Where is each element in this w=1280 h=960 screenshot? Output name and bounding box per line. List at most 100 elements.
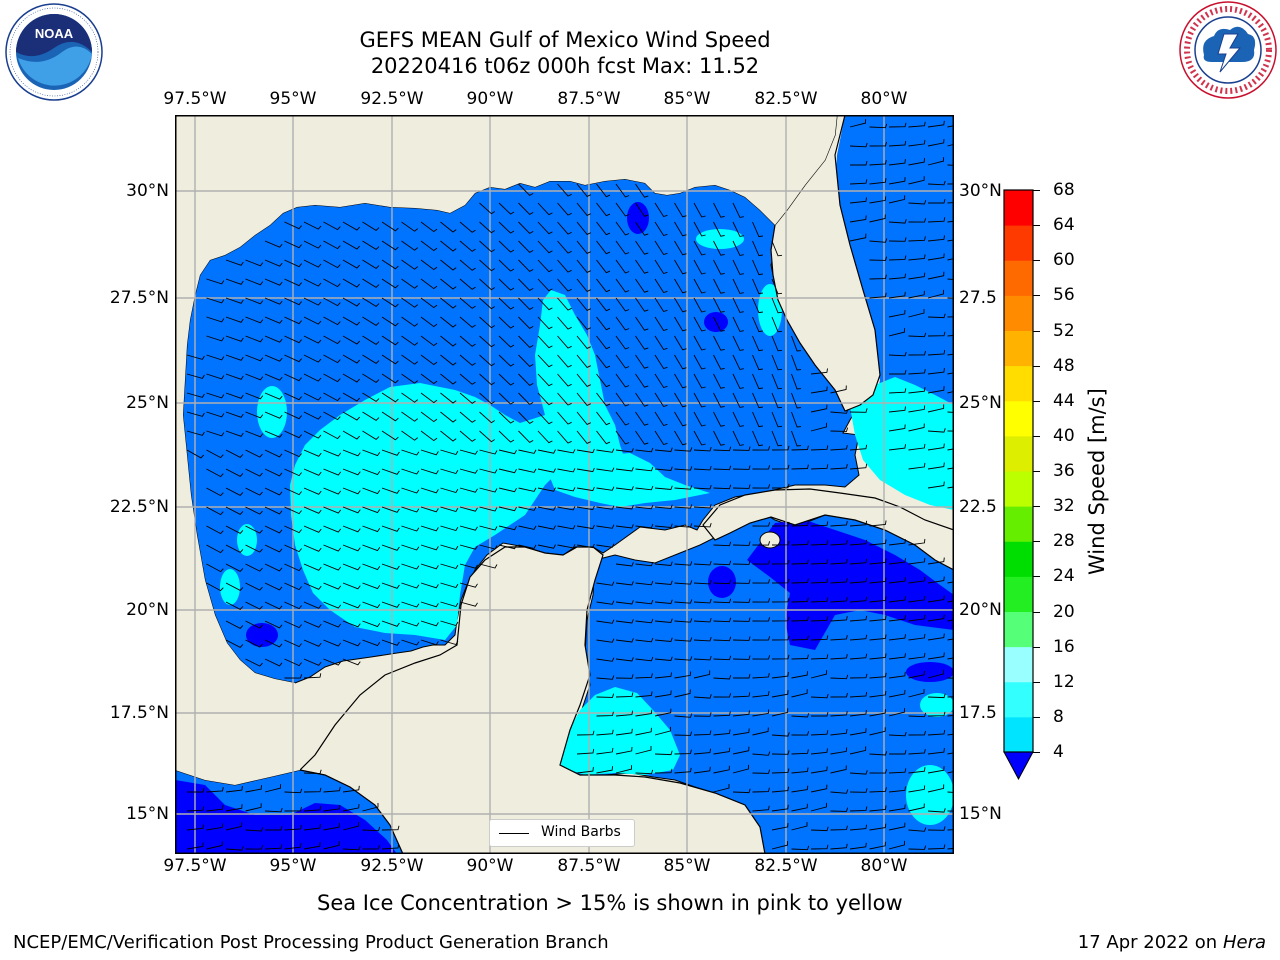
wind-barb <box>849 788 868 793</box>
wind-barb <box>732 316 744 332</box>
wind-barb <box>303 297 322 306</box>
wind-barb <box>381 487 400 494</box>
wind-barb <box>869 751 888 756</box>
wind-barb <box>850 160 868 166</box>
wind-barb <box>752 709 770 717</box>
wind-barb <box>771 464 790 470</box>
wind-barb <box>206 278 225 285</box>
wind-barb <box>849 463 868 470</box>
wind-barb <box>615 467 634 472</box>
wind-barb <box>401 620 420 627</box>
colorbar-tick <box>1033 225 1040 227</box>
wind-barb <box>342 468 361 476</box>
wind-barb <box>713 316 725 332</box>
wind-barb <box>615 657 634 662</box>
wind-barb <box>284 468 302 477</box>
wind-barb <box>576 316 591 330</box>
wind-barb <box>225 544 244 553</box>
wind-barb <box>830 729 848 736</box>
colorbar-level-label: 64 <box>1053 215 1075 236</box>
colorbar-step <box>1004 471 1033 507</box>
wind-barb <box>713 446 732 452</box>
wind-barb <box>927 711 946 717</box>
wind-barb <box>440 240 457 252</box>
wind-barb <box>908 462 926 470</box>
wind-barb <box>810 802 827 812</box>
lat-tick-left: 20°N <box>126 600 169 620</box>
colorbar-tick <box>1033 716 1040 718</box>
wind-barb <box>303 373 322 382</box>
wind-barb <box>674 316 687 332</box>
wind-barb <box>635 727 652 736</box>
wind-barb <box>459 506 478 512</box>
wind-barb <box>615 448 634 453</box>
wind-barb <box>791 767 809 774</box>
wind-barb <box>303 601 322 609</box>
wind-barb <box>206 525 224 535</box>
wind-barb <box>245 658 263 667</box>
wind-barb <box>557 183 572 197</box>
lat-tick-right: 30°N <box>959 181 1002 201</box>
wind-barb <box>693 730 712 736</box>
wind-barb <box>888 195 906 204</box>
wind-barb <box>713 711 731 717</box>
wind-barb <box>693 316 706 332</box>
wind-barb <box>713 693 732 698</box>
wind-barb <box>225 392 244 399</box>
wind-barb <box>810 654 829 660</box>
colorbar-level-label: 12 <box>1053 671 1075 692</box>
wind-barb <box>245 601 263 610</box>
wind-barb <box>693 278 706 294</box>
wind-barbs <box>186 119 954 851</box>
wind-barb <box>791 392 802 409</box>
wind-barb <box>498 373 515 386</box>
lon-tick-top: 97.5°W <box>163 89 227 109</box>
wind-barb <box>849 596 868 603</box>
wind-barb <box>401 525 420 532</box>
wind-barb <box>362 449 381 457</box>
wind-barb <box>927 313 946 319</box>
wind-barb <box>440 392 457 404</box>
wind-barb <box>810 445 829 451</box>
wind-barb <box>869 653 887 660</box>
wind-barb <box>420 582 439 589</box>
wind-barb <box>654 202 668 218</box>
wind-barb <box>459 316 476 328</box>
wind-barb <box>479 525 498 531</box>
wind-barb <box>401 601 420 608</box>
wind-barb <box>654 335 668 351</box>
wind-barb <box>693 240 706 256</box>
wind-barb <box>518 544 537 549</box>
wind-barb <box>674 561 693 566</box>
wind-barb <box>245 297 264 305</box>
wind-barb <box>518 316 534 329</box>
wind-barb <box>225 411 244 418</box>
wind-barb <box>771 373 783 390</box>
wind-barb <box>888 671 906 679</box>
wind-barb <box>264 658 283 667</box>
wind-barb <box>381 620 400 627</box>
wind-barb <box>732 221 744 237</box>
wind-barb <box>596 524 615 529</box>
wind-barb <box>693 617 712 623</box>
wind-barb <box>245 468 263 477</box>
wind-barb <box>596 657 615 662</box>
wind-barb <box>498 544 517 550</box>
wind-barb <box>284 843 302 850</box>
wind-barb <box>420 411 438 423</box>
wind-barb <box>927 808 946 813</box>
wind-barb <box>791 464 809 470</box>
wind-barb <box>420 525 439 532</box>
wind-barb <box>752 335 763 352</box>
wind-barb <box>869 141 887 147</box>
wind-barb <box>323 841 340 850</box>
wind-barb <box>479 278 495 291</box>
wind-barb <box>362 335 380 345</box>
wind-barb <box>557 392 572 406</box>
wind-barb <box>420 449 439 456</box>
wind-barb <box>245 392 264 400</box>
wind-barb <box>264 601 283 610</box>
wind-barb <box>303 842 321 850</box>
wind-barb <box>674 430 687 446</box>
wind-barb <box>557 354 572 368</box>
